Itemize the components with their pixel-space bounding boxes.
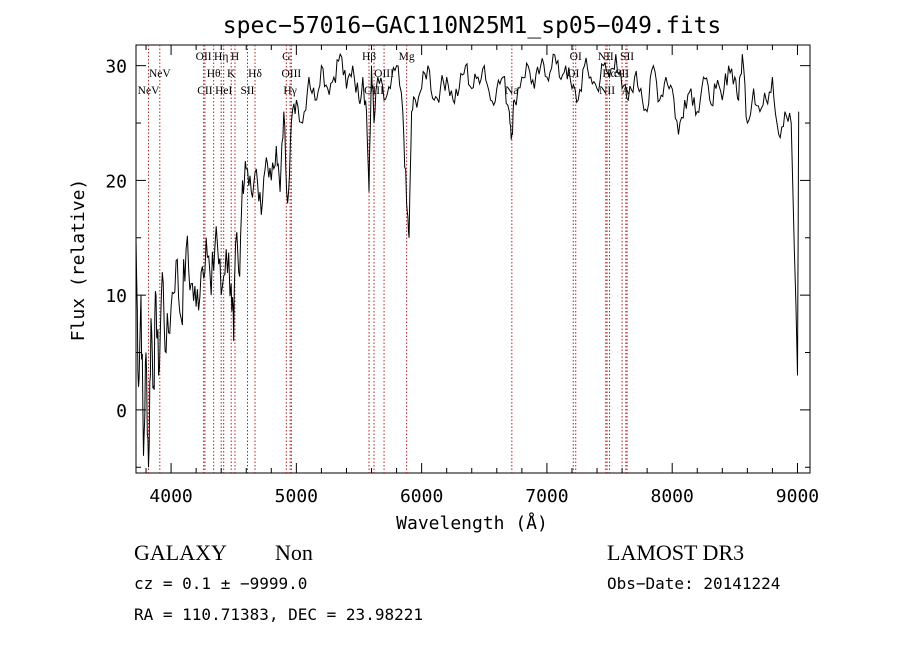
line-label: SII [615, 68, 629, 80]
obs-date: Obs−Date: 20141224 [607, 574, 780, 593]
y-tick-label: 20 [105, 171, 127, 192]
y-tick-label: 30 [105, 57, 127, 78]
x-tick-label: 7000 [525, 486, 568, 507]
line-label: Hβ [362, 51, 376, 63]
line-label: SII [240, 85, 254, 97]
x-tick-label: 9000 [776, 486, 819, 507]
line-label: NeV [138, 85, 160, 97]
line-label: Na [505, 85, 518, 97]
spectrum-line [135, 52, 800, 468]
line-label: K [227, 68, 236, 80]
line-label: H [231, 51, 239, 63]
line-label: OII [196, 51, 212, 63]
emission-line-labels: NeV NeV OII CII Hθ Hη HeI HK SII Hδ G OIII Hγ Hβ OIII O… [138, 51, 635, 97]
line-label: OIII [281, 68, 301, 80]
ra-dec: RA = 110.71383, DEC = 23.98221 [134, 605, 423, 624]
line-label: OIII [374, 68, 394, 80]
line-label: G [282, 51, 290, 63]
x-tick-label: 5000 [275, 486, 318, 507]
line-label: Hγ [283, 85, 296, 97]
line-label: Hθ [207, 68, 221, 80]
plot-frame [135, 44, 811, 474]
object-class: GALAXY [134, 540, 227, 565]
x-axis-ticks: 4000 5000 6000 7000 8000 9000 [145, 45, 819, 507]
y-tick-label: 0 [116, 401, 127, 422]
line-label: Hδ [248, 68, 262, 80]
chart-title: spec−57016−GAC110N25M1_sp05−049.fits [223, 13, 722, 39]
x-tick-label: 4000 [149, 486, 192, 507]
y-axis-label: Flux (relative) [68, 179, 89, 342]
line-label: Mg [399, 51, 415, 63]
object-subclass: Non [275, 540, 313, 565]
survey-name: LAMOST DR3 [607, 540, 744, 565]
x-axis-label: Wavelength (Å) [396, 512, 548, 534]
line-label: SII [620, 51, 634, 63]
line-label: Hη [214, 51, 228, 63]
line-label: NeV [149, 68, 171, 80]
x-tick-label: 6000 [400, 486, 443, 507]
line-label: NII [599, 85, 615, 97]
y-axis-ticks: 0 10 20 30 [105, 57, 810, 468]
line-label: OIII [364, 85, 384, 97]
line-label: CII [197, 85, 213, 97]
line-label: NII [598, 51, 614, 63]
redshift-info: cz = 0.1 ± −9999.0 [134, 574, 307, 593]
line-label: HeI [215, 85, 232, 97]
y-tick-label: 10 [105, 286, 127, 307]
line-label: OI [570, 51, 582, 63]
x-tick-label: 8000 [651, 486, 694, 507]
